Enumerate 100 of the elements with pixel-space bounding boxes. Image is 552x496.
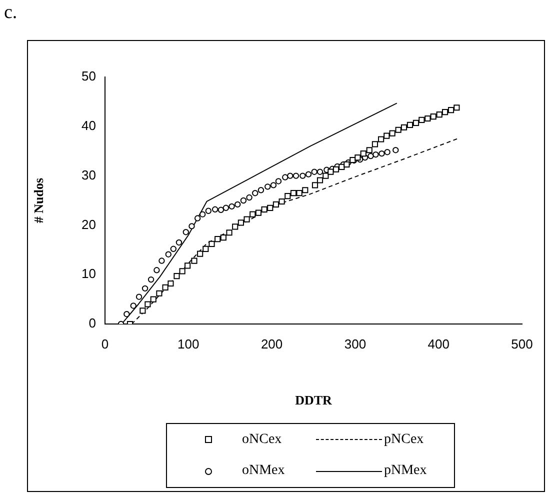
x-tick-label: 500: [511, 336, 533, 352]
point: [252, 190, 258, 196]
point: [424, 115, 431, 122]
point: [205, 208, 212, 214]
point: [158, 258, 165, 264]
point: [395, 126, 402, 133]
point: [368, 152, 374, 160]
point: [316, 168, 324, 175]
x-tick-label: 400: [428, 336, 450, 352]
point: [278, 198, 285, 205]
point: [174, 273, 180, 280]
point: [332, 166, 340, 172]
point: [238, 220, 244, 226]
point: [436, 112, 442, 118]
point: [220, 234, 226, 241]
chart-title: c.: [4, 2, 18, 24]
point: [250, 211, 256, 218]
point: [162, 284, 168, 290]
point: [179, 268, 186, 274]
legend-label: pNMex: [384, 463, 427, 480]
point: [360, 150, 366, 157]
point: [228, 203, 235, 210]
point: [290, 190, 297, 196]
point: [218, 206, 224, 213]
point: [176, 239, 182, 246]
point: [384, 148, 390, 156]
point: [144, 301, 151, 308]
point: [182, 229, 189, 236]
point: [148, 276, 154, 283]
point: [400, 124, 408, 130]
x-tick-label: 0: [101, 336, 109, 352]
point: [270, 182, 277, 188]
point: [412, 120, 420, 126]
point: [312, 182, 318, 188]
x-tick-label: 300: [344, 336, 366, 352]
point: [418, 116, 425, 124]
x-tick-label: 200: [260, 336, 283, 352]
point: [275, 178, 282, 184]
point: [191, 258, 198, 264]
point: [150, 296, 156, 302]
point: [184, 262, 191, 269]
y-tick-label: 0: [88, 316, 96, 331]
point: [188, 223, 195, 230]
point: [328, 168, 334, 175]
legend-label: pNCex: [384, 432, 424, 448]
point: [212, 206, 218, 212]
point: [372, 141, 378, 148]
point: [246, 194, 252, 201]
point: [156, 290, 162, 296]
legend-label: oNCex: [242, 432, 282, 448]
point: [442, 109, 448, 116]
point: [234, 201, 241, 208]
point: [222, 204, 230, 212]
y-tick-label: 40: [82, 118, 96, 133]
point: [311, 168, 318, 175]
point: [292, 172, 300, 179]
point: [130, 302, 136, 309]
point: [372, 151, 379, 158]
point: [240, 197, 247, 204]
point: [322, 172, 329, 179]
point: [142, 285, 148, 292]
point: [264, 184, 271, 190]
point: [226, 230, 232, 236]
point: [199, 211, 206, 218]
point: [244, 216, 250, 222]
point: [354, 154, 361, 161]
point: [208, 240, 215, 248]
point: [284, 193, 291, 200]
point: [448, 107, 454, 114]
point: [316, 177, 324, 184]
legend-label: oNMex: [242, 463, 285, 480]
point: [261, 206, 268, 212]
point: [302, 187, 308, 194]
point: [378, 150, 385, 157]
x-tick-label: 100: [178, 336, 200, 352]
point: [454, 104, 460, 111]
point: [338, 164, 345, 170]
point: [197, 250, 204, 257]
point: [140, 308, 146, 314]
point: [389, 130, 396, 136]
point: [214, 236, 221, 242]
y-axis-title: # Nudos: [31, 178, 46, 224]
point: [282, 174, 288, 180]
point: [272, 201, 280, 208]
point: [170, 246, 176, 252]
x-axis-title: DDTR: [295, 392, 333, 408]
point: [194, 215, 201, 222]
point: [384, 132, 390, 139]
point: [305, 171, 312, 178]
point: [300, 172, 306, 179]
point: [430, 113, 436, 120]
y-tick-label: 50: [82, 68, 96, 84]
point: [392, 147, 399, 154]
point: [136, 294, 142, 300]
y-tick-label: 20: [82, 216, 96, 232]
point: [202, 246, 209, 252]
point: [287, 172, 294, 179]
point: [296, 190, 302, 196]
point: [258, 187, 264, 194]
y-tick-label: 30: [82, 167, 96, 182]
